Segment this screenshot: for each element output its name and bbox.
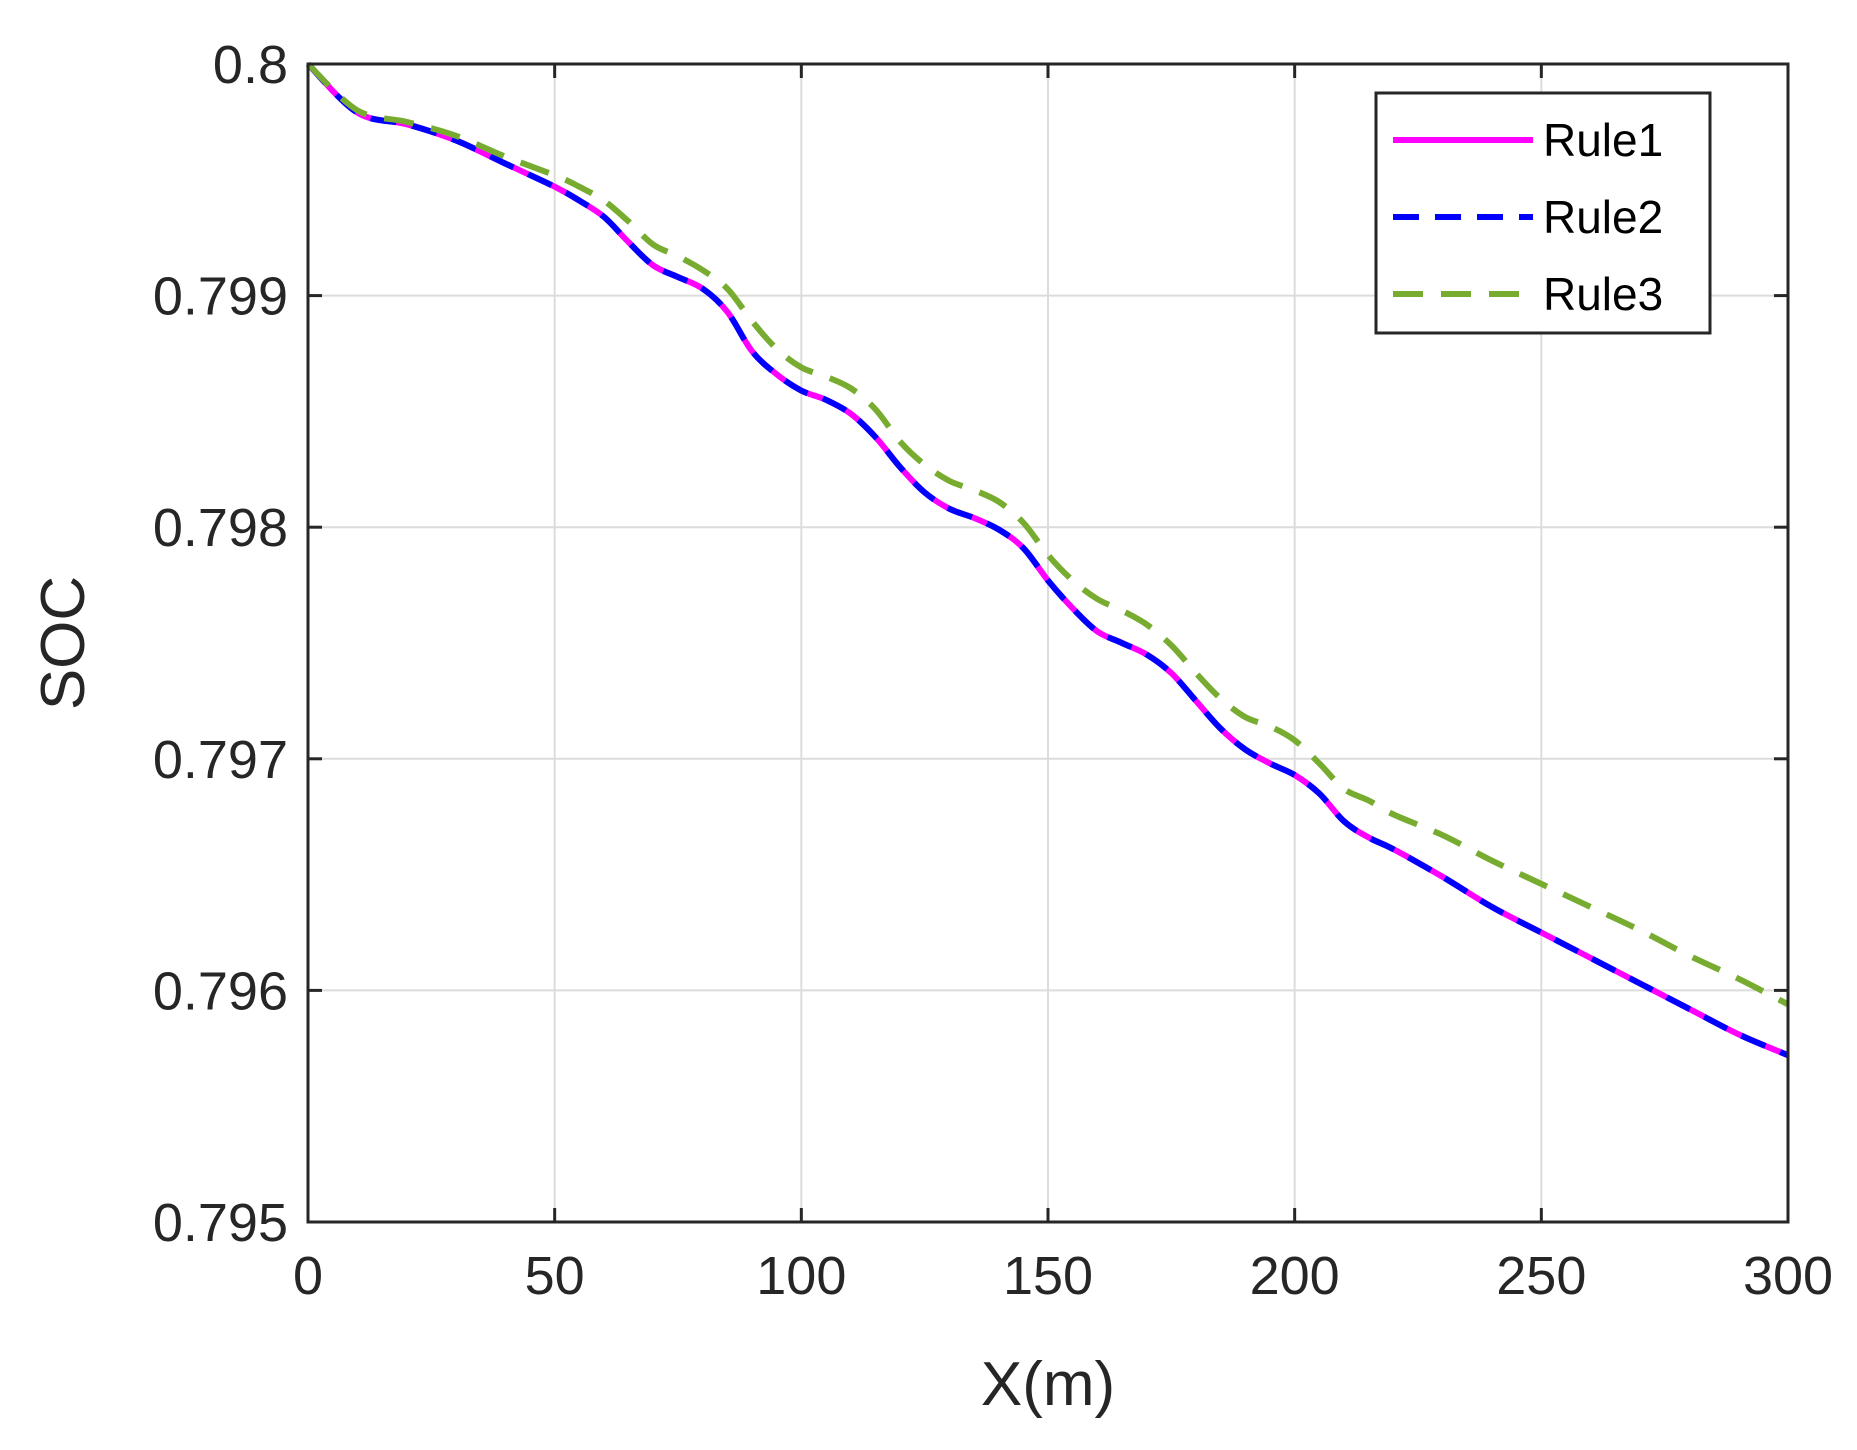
y-tick-label: 0.8 — [213, 35, 288, 95]
legend-box — [1374, 91, 1712, 335]
legend-label-rule1: Rule1 — [1543, 114, 1663, 166]
legend-label-rule3: Rule3 — [1543, 268, 1663, 320]
x-tick-label: 100 — [756, 1246, 846, 1306]
axis-ticks — [306, 62, 1790, 1224]
x-tick-labels: 0 50 100 150 200 250 300 — [293, 1246, 1833, 1306]
y-tick-label: 0.796 — [153, 961, 288, 1021]
x-tick-label: 0 — [293, 1246, 323, 1306]
x-tick-label: 150 — [1003, 1246, 1093, 1306]
legend: Rule1 Rule2 Rule3 — [1374, 91, 1712, 335]
x-tick-label: 300 — [1743, 1246, 1833, 1306]
y-tick-label: 0.799 — [153, 267, 288, 327]
grid — [308, 64, 1788, 1222]
x-tick-label: 50 — [525, 1246, 585, 1306]
x-tick-label: 250 — [1496, 1246, 1586, 1306]
x-axis-label: X(m) — [981, 1350, 1115, 1419]
y-axis-label: SOC — [29, 576, 98, 710]
y-tick-labels: 0.795 0.796 0.797 0.798 0.799 0.8 — [153, 35, 288, 1253]
y-tick-label: 0.797 — [153, 730, 288, 790]
y-tick-label: 0.795 — [153, 1193, 288, 1253]
x-tick-label: 200 — [1250, 1246, 1340, 1306]
series-lines — [305, 61, 1790, 1058]
y-tick-label: 0.798 — [153, 498, 288, 558]
legend-label-rule2: Rule2 — [1543, 191, 1663, 243]
series-line-rule1 — [305, 61, 1790, 1058]
series-line-rule3 — [305, 61, 1790, 1007]
